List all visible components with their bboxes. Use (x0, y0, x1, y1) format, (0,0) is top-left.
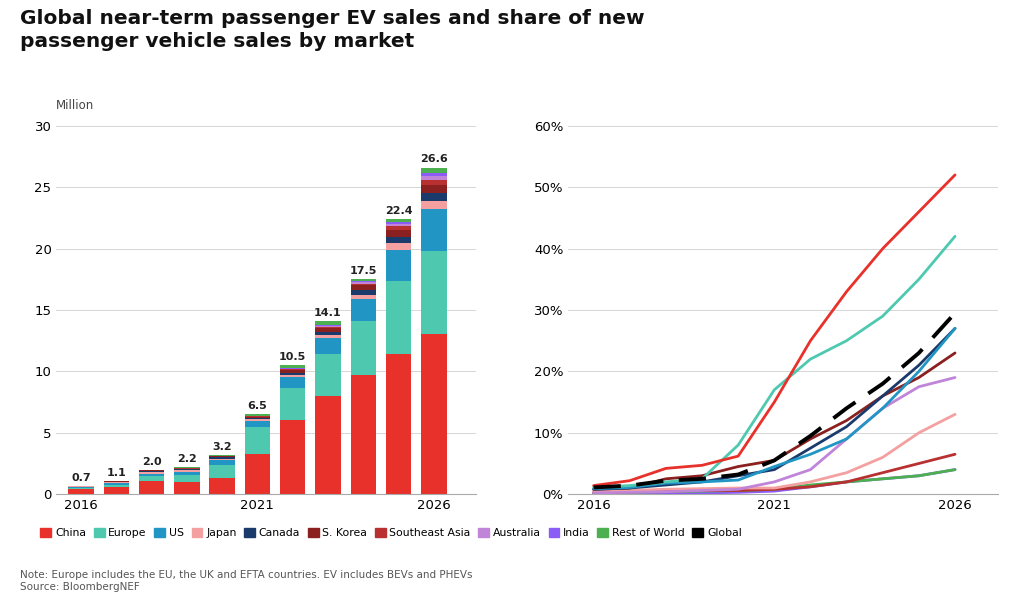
Bar (139, 481, 164, 494)
Bar (174, 467, 200, 468)
Bar (280, 374, 305, 377)
Bar (280, 369, 305, 370)
Bar (386, 243, 412, 250)
Text: 3.2: 3.2 (212, 442, 232, 452)
Bar (174, 471, 200, 475)
Bar (245, 418, 270, 419)
Bar (350, 321, 376, 375)
Bar (245, 415, 270, 416)
Bar (315, 335, 341, 338)
Legend: China, Europe, US, Japan, Canada, S. Korea, Southeast Asia, Australia, India, Re: China, Europe, US, Japan, Canada, S. Kor… (36, 524, 746, 543)
Text: Note: Europe includes the EU, the UK and EFTA countries. EV includes BEVs and PH: Note: Europe includes the EU, the UK and… (20, 570, 473, 592)
Text: 14.1: 14.1 (314, 308, 342, 318)
Bar (280, 373, 305, 374)
Bar (245, 419, 270, 421)
Text: 26.6: 26.6 (420, 155, 447, 165)
Bar (210, 465, 234, 478)
Bar (421, 174, 446, 177)
Bar (315, 325, 341, 326)
Bar (350, 299, 376, 321)
Bar (210, 459, 234, 460)
Bar (315, 327, 341, 328)
Bar (421, 193, 446, 201)
Text: 10.5: 10.5 (280, 352, 306, 362)
Bar (280, 377, 305, 388)
Bar (103, 481, 129, 482)
Bar (386, 237, 412, 243)
Bar (386, 280, 412, 354)
Bar (421, 180, 446, 184)
Bar (210, 478, 234, 494)
Text: 2.2: 2.2 (177, 454, 197, 464)
Text: 1.1: 1.1 (106, 468, 126, 477)
Bar (386, 222, 412, 224)
Bar (139, 472, 164, 473)
Bar (315, 321, 341, 325)
Text: Global near-term passenger EV sales and share of new
passenger vehicle sales by : Global near-term passenger EV sales and … (20, 9, 645, 51)
Text: 0.7: 0.7 (72, 473, 91, 483)
Bar (245, 421, 270, 426)
Bar (103, 487, 129, 494)
Bar (210, 460, 234, 465)
Bar (315, 328, 341, 332)
Bar (350, 283, 376, 285)
Bar (350, 291, 376, 295)
Text: 22.4: 22.4 (385, 206, 413, 216)
Bar (103, 482, 129, 483)
Bar (174, 482, 200, 494)
Bar (210, 455, 234, 456)
Bar (350, 282, 376, 283)
Text: 6.5: 6.5 (248, 401, 267, 412)
Bar (69, 489, 94, 494)
Bar (350, 285, 376, 291)
Bar (174, 470, 200, 471)
Bar (421, 201, 446, 209)
Bar (210, 458, 234, 459)
Text: 17.5: 17.5 (349, 266, 377, 276)
Bar (315, 332, 341, 335)
Bar (421, 209, 446, 251)
Bar (139, 473, 164, 476)
Bar (245, 426, 270, 453)
Text: 2.0: 2.0 (141, 456, 162, 467)
Bar (69, 487, 94, 488)
Bar (245, 453, 270, 494)
Bar (315, 338, 341, 354)
Bar (280, 370, 305, 373)
Bar (174, 475, 200, 482)
Bar (69, 486, 94, 487)
Bar (315, 326, 341, 327)
Bar (280, 420, 305, 494)
Bar (103, 485, 129, 487)
Bar (386, 226, 412, 230)
Bar (245, 416, 270, 418)
Bar (350, 279, 376, 281)
Bar (421, 177, 446, 180)
Bar (280, 365, 305, 368)
Bar (386, 354, 412, 494)
Bar (69, 488, 94, 489)
Bar (315, 396, 341, 494)
Bar (103, 483, 129, 485)
Text: Million: Million (56, 99, 94, 112)
Bar (421, 168, 446, 174)
Bar (139, 476, 164, 481)
Bar (210, 456, 234, 458)
Bar (315, 354, 341, 396)
Bar (386, 219, 412, 222)
Bar (386, 230, 412, 237)
Bar (139, 470, 164, 471)
Bar (386, 224, 412, 226)
Bar (280, 388, 305, 420)
Bar (421, 184, 446, 193)
Bar (174, 468, 200, 470)
Bar (139, 471, 164, 472)
Bar (350, 375, 376, 494)
Bar (421, 251, 446, 334)
Bar (350, 295, 376, 299)
Bar (386, 250, 412, 280)
Bar (350, 281, 376, 282)
Bar (421, 334, 446, 494)
